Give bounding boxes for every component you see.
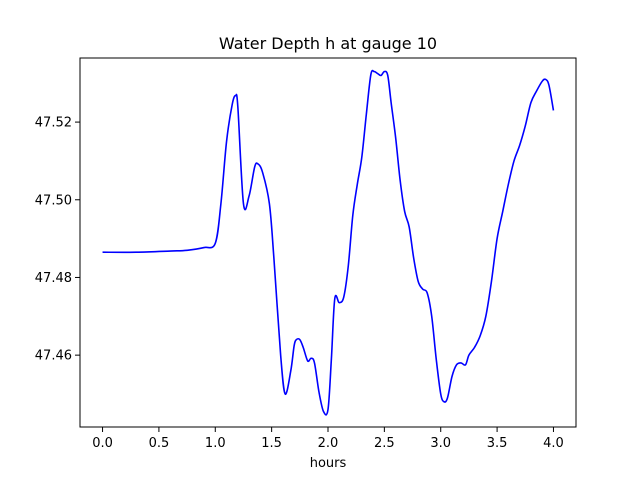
x-tick-label: 2.5 [374, 436, 395, 451]
x-axis-ticks: 0.0 0.5 1.0 1.5 2.0 2.5 3.0 3.5 4.0 [92, 427, 564, 451]
y-tick-label: 47.50 [35, 193, 72, 208]
y-tick-label: 47.46 [35, 349, 72, 364]
x-axis-label: hours [310, 456, 347, 471]
plot-area-background [80, 58, 576, 427]
x-tick-label: 1.5 [261, 436, 282, 451]
plot-area-frame [79, 57, 577, 428]
x-tick-label: 0.5 [149, 436, 170, 451]
y-axis-ticks: 47.46 47.48 47.50 47.52 [35, 116, 80, 364]
x-tick-label: 1.0 [205, 436, 226, 451]
chart-title: Water Depth h at gauge 10 [219, 34, 437, 53]
x-tick-label: 0.0 [92, 436, 113, 451]
y-tick-label: 47.48 [35, 271, 72, 286]
series-line [102, 69, 555, 416]
x-tick-label: 4.0 [543, 436, 564, 451]
series-group [102, 69, 555, 416]
x-tick-label: 2.0 [318, 436, 339, 451]
x-tick-label: 3.5 [487, 436, 508, 451]
x-tick-label: 3.0 [430, 436, 451, 451]
y-tick-label: 47.52 [35, 116, 72, 131]
